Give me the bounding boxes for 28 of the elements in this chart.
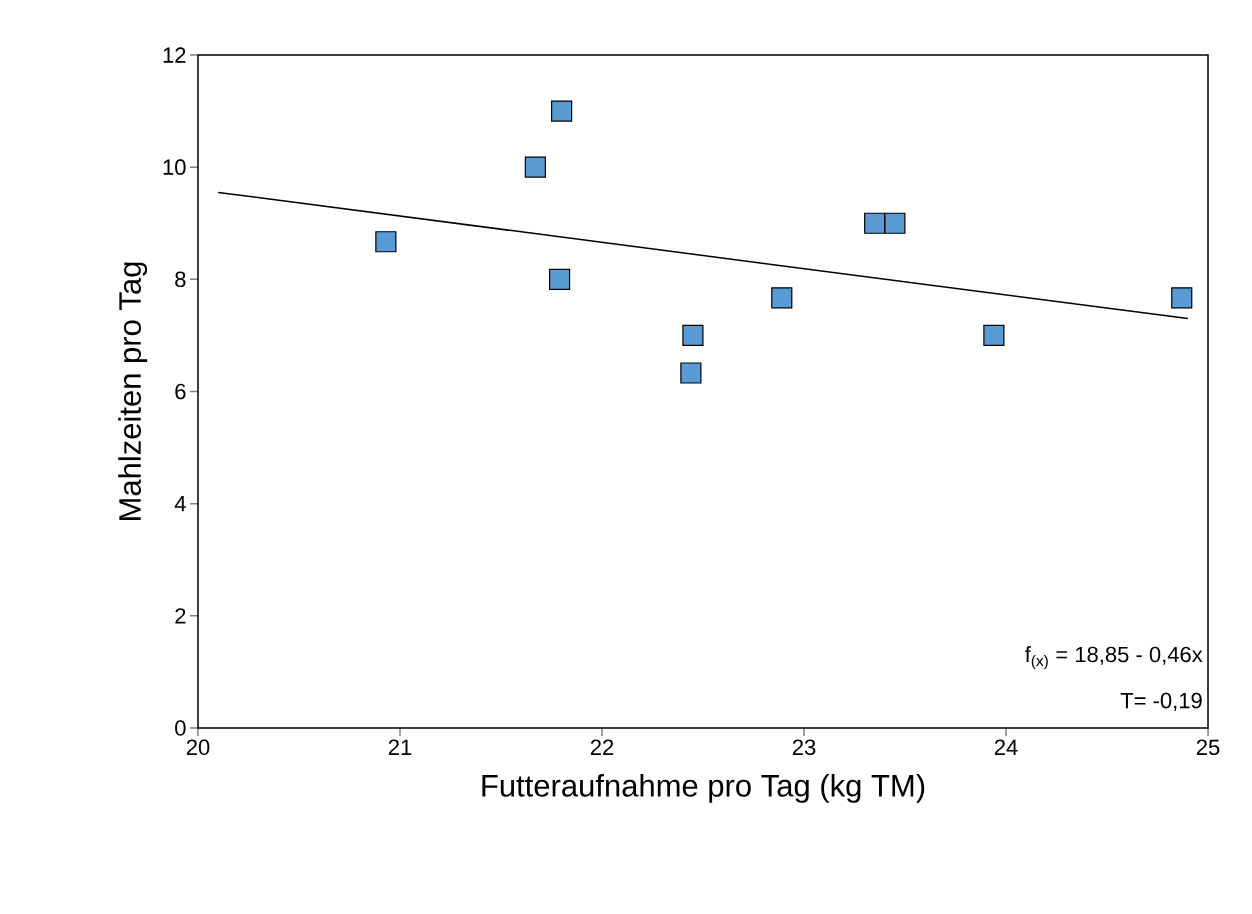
annotation: T= -0,19 xyxy=(1120,692,1202,711)
point xyxy=(884,212,906,234)
point xyxy=(548,268,571,290)
point xyxy=(524,156,546,178)
point xyxy=(680,362,702,384)
y-tick-label: 0 xyxy=(175,720,186,736)
point xyxy=(864,212,886,234)
x-tick-label: 21 xyxy=(388,739,412,755)
y-tick-label: 6 xyxy=(175,383,186,400)
annotation: f$_{(x)}$ = 18,85 - 0,46x xyxy=(1025,646,1203,670)
y-tick-label: 12 xyxy=(163,47,186,63)
x-tick-label: 22 xyxy=(590,739,614,755)
y-axis-title: Mahlzeiten pro Tag xyxy=(118,262,148,520)
x-tick-label: 23 xyxy=(792,739,816,756)
y-tick-label: 8 xyxy=(175,271,186,288)
x-tick-label: 20 xyxy=(186,739,210,756)
y-tick-label: 4 xyxy=(174,496,186,512)
x-tick-label: 24 xyxy=(994,739,1018,755)
point xyxy=(1171,287,1193,309)
point xyxy=(682,324,704,347)
x-axis-title: Futteraufnahme pro Tag (kg TM) xyxy=(482,773,925,803)
point xyxy=(983,324,1005,347)
point xyxy=(375,231,397,253)
point xyxy=(771,287,793,309)
y-tick-label: 2 xyxy=(175,608,186,624)
x-tick-label: 25 xyxy=(1196,739,1220,756)
point xyxy=(551,100,573,122)
y-tick-label: 10 xyxy=(163,159,186,175)
